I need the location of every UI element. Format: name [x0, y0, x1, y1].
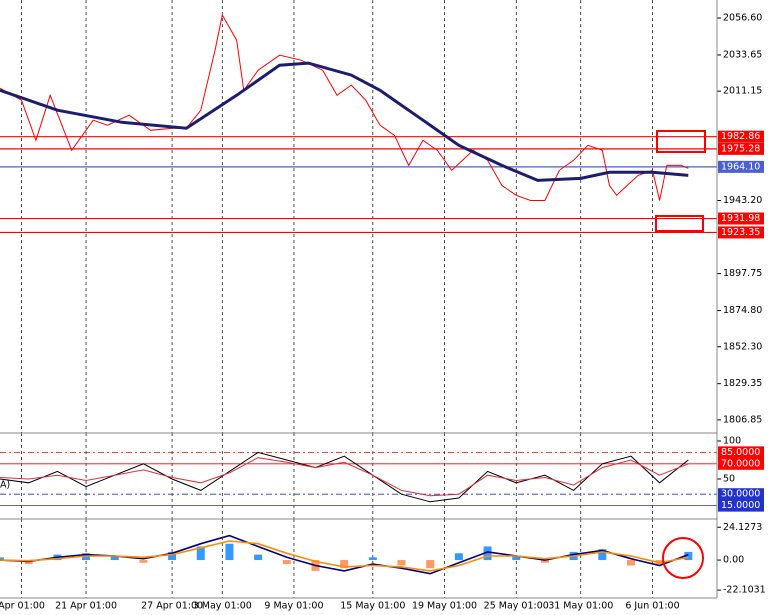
y-tick-label: 2056.60 — [723, 13, 762, 24]
histogram-bar — [426, 560, 435, 569]
x-tick-label: 6 Jun 01:00 — [625, 601, 679, 612]
y-tick-label: 1806.85 — [723, 414, 762, 425]
x-tick-label: 25 May 01:00 — [484, 601, 549, 612]
y-tick-label: 1943.20 — [723, 195, 762, 206]
level-label-box — [718, 160, 764, 173]
histogram-bar — [254, 554, 263, 561]
level-label-box — [718, 130, 764, 143]
y-tick-label: 2033.65 — [723, 49, 762, 60]
annotation: A) — [0, 480, 10, 491]
series-line — [0, 457, 689, 497]
level-label-box — [718, 212, 764, 225]
histogram-bar — [368, 557, 377, 561]
series-line — [0, 61, 689, 182]
histogram-bar — [225, 543, 234, 561]
x-tick-label: 9 May 01:00 — [264, 601, 323, 612]
histogram-bar — [168, 551, 177, 561]
x-tick-label: 21 Apr 01:00 — [55, 601, 117, 612]
y-tick-label: 100 — [723, 435, 741, 446]
y-tick-label: 1874.80 — [723, 305, 762, 316]
y-tick-label: 0.00 — [723, 555, 744, 566]
level-label-box — [718, 226, 764, 239]
histogram-bar — [340, 560, 349, 569]
level-label-box — [718, 446, 764, 459]
histogram-bar — [110, 555, 119, 561]
series-line — [0, 540, 689, 572]
level-label-box — [718, 499, 764, 512]
x-tick-label: 27 Apr 01:00 — [141, 601, 203, 612]
y-tick-label: 2011.15 — [723, 86, 762, 97]
histogram-bar — [483, 546, 492, 561]
histogram-bar — [598, 549, 607, 561]
histogram-bar — [626, 560, 635, 566]
histogram-bar — [454, 553, 463, 561]
highlight-circle — [662, 537, 704, 579]
level-label: 1923.35 — [721, 227, 760, 238]
y-tick-label: -22.1031 — [723, 585, 766, 596]
x-tick-label: 19 May 01:00 — [412, 601, 477, 612]
level-label-box — [718, 142, 764, 155]
histogram-bar — [684, 551, 693, 561]
x-tick-label: Apr 01:00 — [0, 601, 45, 612]
level-label: 70.0000 — [721, 458, 760, 469]
histogram-bar — [397, 560, 406, 566]
level-label: 1964.10 — [721, 161, 760, 172]
x-tick-label: 15 May 01:00 — [340, 601, 405, 612]
level-label: 1931.98 — [721, 213, 760, 224]
highlight-box — [655, 215, 704, 232]
y-tick-label: 1852.30 — [723, 341, 762, 352]
x-tick-label: 31 May 01:00 — [548, 601, 613, 612]
histogram-bar — [196, 546, 205, 561]
y-tick-label: 1897.75 — [723, 268, 762, 279]
y-tick-label: 24.1273 — [723, 522, 762, 533]
y-tick-label: 1829.35 — [723, 378, 762, 389]
histogram-bar — [139, 560, 148, 563]
level-label: 15.0000 — [721, 500, 760, 511]
histogram-bar — [540, 560, 549, 563]
level-label-box — [718, 488, 764, 501]
histogram-bar — [0, 557, 4, 561]
x-tick-label: 3 May 01:00 — [193, 601, 252, 612]
level-label: 1982.86 — [721, 131, 760, 142]
level-label: 1975.28 — [721, 143, 760, 154]
y-tick-label: 50 — [723, 474, 735, 485]
histogram-bar — [512, 555, 521, 561]
highlight-box — [656, 130, 706, 153]
level-label-box — [718, 457, 764, 470]
level-label: 30.0000 — [721, 489, 760, 500]
level-label: 85.0000 — [721, 447, 760, 458]
histogram-bar — [282, 560, 291, 565]
